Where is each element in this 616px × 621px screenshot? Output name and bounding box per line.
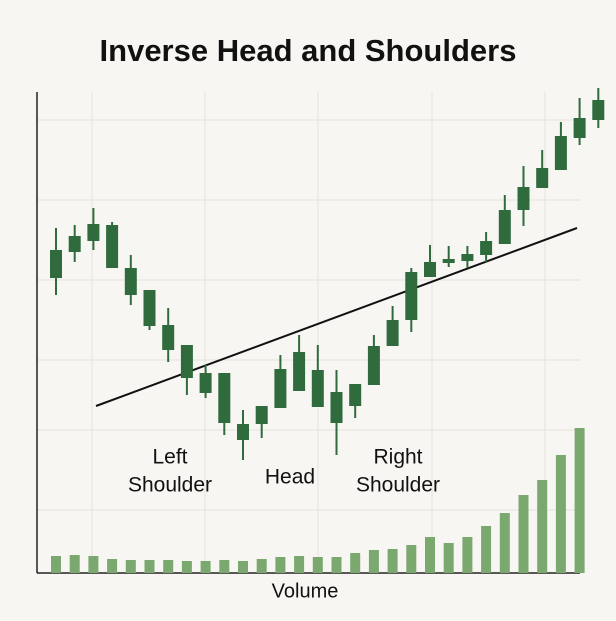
volume-bar [294,556,305,573]
annotation: Shoulder [356,474,440,497]
volume-bar [481,526,492,573]
candle-body [199,373,212,393]
candle-body [293,352,306,391]
candle-body [424,262,436,277]
annotation: Head [265,466,315,489]
candle-body [349,384,362,406]
candle-body [554,136,567,170]
candle-body [461,254,474,261]
volume-bar [219,560,230,573]
volume-bar [331,557,342,573]
volume-bar [368,550,379,573]
candle-body [124,268,137,295]
volume-bar [181,561,192,573]
candle-body [162,325,175,350]
volume-bar [275,557,286,573]
candle-body [498,210,511,244]
candle-body [255,406,268,424]
candle-body [405,272,418,320]
candle-body [386,320,399,346]
neckline [95,227,578,407]
candle-body [480,241,493,255]
volume-bar [350,553,361,573]
candle-body [517,187,530,210]
x-axis-label: Volume [272,580,339,602]
volume-bar [312,557,323,573]
volume-bar [88,556,99,573]
candle-body [592,100,605,120]
volume-bar [51,556,61,573]
candle-body [143,290,156,326]
volume-bar [238,561,248,573]
candle-body [330,392,343,423]
volume-bar [518,495,529,573]
volume-bar [163,560,174,573]
candle-body [367,346,380,385]
candle-body [180,345,193,378]
volume-bar [537,480,548,573]
volume-bar [107,559,118,573]
chart-title: Inverse Head and Shoulders [100,33,517,68]
volume-bar [125,560,136,573]
volume-bar [443,543,454,573]
volume-bar [462,537,473,573]
candle-body [87,224,100,241]
volume-bar [200,561,211,573]
annotation: Left [152,446,187,469]
candle-body [442,259,455,263]
grid [37,92,580,573]
candle-body [536,168,549,188]
candle-body [68,236,81,252]
volume-bar [555,455,566,573]
volume-bar [387,549,398,573]
candle-body [106,225,119,268]
candle-body [50,250,62,278]
annotation: Shoulder [128,474,212,497]
volume-bar [425,537,435,573]
candle-body [218,373,231,423]
candle-body [237,424,249,440]
volume-bar [574,428,585,573]
volume-bar [256,559,267,573]
candle-body [311,370,324,407]
volume-bar [144,560,155,573]
annotation: Right [373,446,422,469]
volume-bar [499,513,510,573]
candle-body [274,369,287,408]
volume-bar [69,555,80,573]
volume-bar [406,545,417,573]
candle-body [573,118,586,138]
